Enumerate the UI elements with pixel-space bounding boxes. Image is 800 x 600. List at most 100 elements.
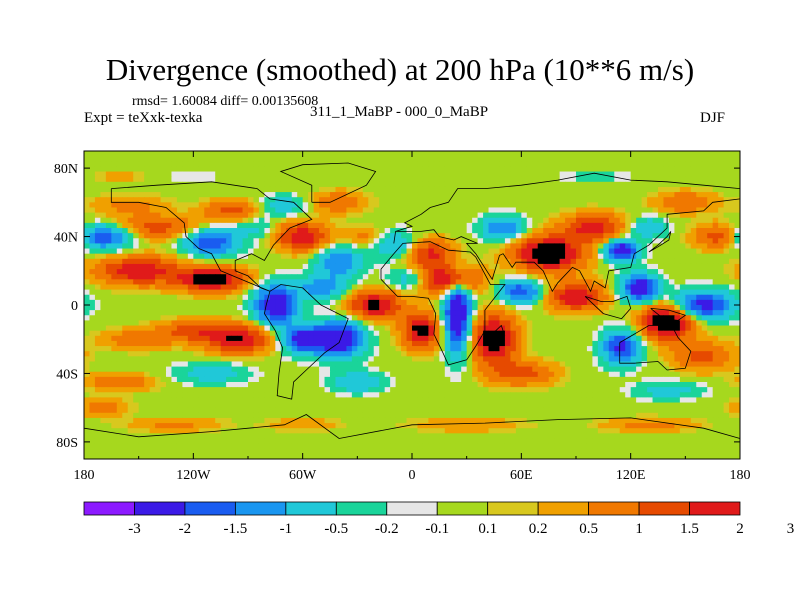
season-label: DJF xyxy=(700,110,726,126)
field-cell xyxy=(723,233,730,239)
field-cell xyxy=(84,305,90,311)
field-cell xyxy=(592,356,599,362)
field-cell xyxy=(94,284,101,290)
field-cell xyxy=(499,151,506,157)
field-cell xyxy=(417,356,424,362)
field-cell xyxy=(401,274,407,280)
field-cell xyxy=(122,263,129,270)
field-cell xyxy=(630,228,637,234)
field-cell xyxy=(280,181,287,188)
field-cell xyxy=(630,217,637,224)
field-cell xyxy=(543,289,550,296)
field-cell xyxy=(275,228,282,234)
field-cell xyxy=(220,202,227,208)
field-cell xyxy=(116,197,123,203)
field-cell xyxy=(658,217,664,224)
field-cell xyxy=(89,176,96,183)
field-cell xyxy=(215,351,222,357)
field-cell xyxy=(204,289,211,296)
field-cell xyxy=(330,289,336,296)
field-cell xyxy=(521,284,528,290)
field-cell xyxy=(450,248,457,255)
field-cell xyxy=(576,176,582,183)
field-cell xyxy=(614,330,621,337)
field-cell xyxy=(625,356,632,362)
field-cell xyxy=(182,197,189,203)
field-cell xyxy=(302,192,309,198)
field-cell xyxy=(417,151,424,157)
field-cell xyxy=(608,202,615,208)
field-cell xyxy=(537,310,544,316)
field-cell xyxy=(483,346,489,352)
field-cell xyxy=(242,305,249,311)
field-cell xyxy=(144,361,150,367)
field-cell xyxy=(248,361,254,367)
field-cell xyxy=(84,176,90,183)
field-cell xyxy=(275,243,282,249)
field-cell xyxy=(346,217,353,224)
field-cell xyxy=(198,192,205,198)
field-cell xyxy=(351,361,358,367)
field-cell xyxy=(122,192,129,198)
field-cell xyxy=(89,361,96,367)
field-cell xyxy=(488,171,495,178)
field-cell xyxy=(647,212,653,219)
field-cell xyxy=(679,289,686,296)
field-cell xyxy=(729,294,735,301)
field-cell xyxy=(291,207,298,213)
field-cell xyxy=(226,212,232,219)
field-cell xyxy=(723,176,730,183)
field-cell xyxy=(608,192,615,198)
field-cell xyxy=(701,284,708,290)
field-cell xyxy=(335,186,342,193)
field-cell xyxy=(258,335,265,342)
field-cell xyxy=(690,253,697,260)
field-cell xyxy=(231,207,238,213)
field-cell xyxy=(663,356,670,362)
field-cell xyxy=(406,263,413,270)
field-cell xyxy=(581,320,588,326)
field-cell xyxy=(565,299,571,306)
field-cell xyxy=(674,156,681,162)
field-cell xyxy=(182,258,189,265)
field-cell xyxy=(198,315,205,321)
field-cell xyxy=(543,351,550,357)
field-cell xyxy=(428,263,435,270)
field-cell xyxy=(373,335,380,342)
field-cell xyxy=(193,351,200,357)
field-cell xyxy=(368,238,375,244)
field-cell xyxy=(379,274,386,280)
field-cell xyxy=(384,320,391,326)
field-cell xyxy=(641,228,648,234)
field-cell xyxy=(417,253,424,260)
field-cell xyxy=(330,340,336,347)
field-cell xyxy=(176,233,183,239)
field-cell xyxy=(384,289,391,296)
field-cell xyxy=(417,325,424,332)
field-cell xyxy=(444,161,451,167)
field-cell xyxy=(625,320,632,326)
field-cell xyxy=(537,299,544,306)
field-cell xyxy=(608,294,615,301)
field-cell xyxy=(614,181,621,188)
field-cell xyxy=(499,228,506,234)
field-cell xyxy=(335,305,342,311)
field-cell xyxy=(652,222,659,229)
field-cell xyxy=(198,351,205,357)
field-cell xyxy=(504,315,511,321)
field-cell xyxy=(592,330,599,337)
field-cell xyxy=(395,166,402,172)
field-cell xyxy=(231,356,238,362)
field-cell xyxy=(204,181,211,188)
field-cell xyxy=(450,289,457,296)
field-cell xyxy=(603,217,610,224)
field-cell xyxy=(461,166,468,172)
field-cell xyxy=(685,212,692,219)
field-cell xyxy=(521,161,528,167)
field-cell xyxy=(630,161,637,167)
field-cell xyxy=(658,156,664,162)
field-cell xyxy=(302,320,309,326)
field-cell xyxy=(330,238,336,244)
field-cell xyxy=(521,212,528,219)
field-cell xyxy=(269,238,276,244)
